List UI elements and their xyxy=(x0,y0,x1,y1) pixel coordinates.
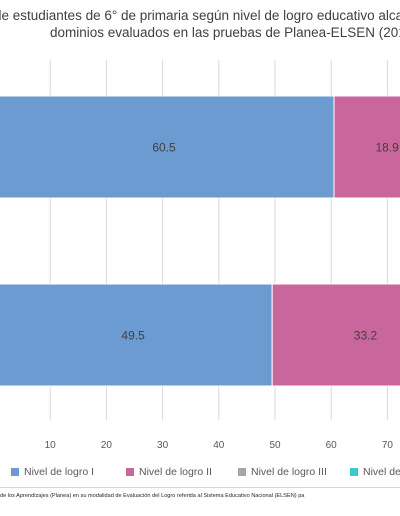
data-label-bar-1-nivel-2: 18.9 xyxy=(375,141,399,155)
footnote-divider xyxy=(0,487,400,488)
legend-swatch-nivel-1 xyxy=(11,468,19,476)
legend-label-nivel-3: Nivel de logro III xyxy=(251,466,327,478)
chart-title-line-2: dominios evaluados en las pruebas de Pla… xyxy=(50,25,400,40)
legend-item-nivel-2: Nivel de logro II xyxy=(126,464,212,480)
legend-item-nivel-3: Nivel de logro III xyxy=(238,464,327,480)
bar-1-nivel-2 xyxy=(333,95,400,199)
legend-label-nivel-4: Nivel de xyxy=(363,466,400,478)
legend-label-nivel-1: Nivel de logro I xyxy=(24,466,95,478)
chart-legend: Nivel de logro I Nivel de logro II Nivel… xyxy=(0,464,400,480)
x-tick-label-30: 30 xyxy=(157,440,169,451)
x-tick-label-50: 50 xyxy=(269,440,281,451)
legend-swatch-nivel-3 xyxy=(238,468,246,476)
legend-swatch-nivel-2 xyxy=(126,468,134,476)
bar-2-nivel-2 xyxy=(271,283,400,387)
data-label-bar-2-nivel-2: 33.2 xyxy=(354,329,378,343)
x-tick-label-60: 60 xyxy=(326,440,338,451)
bar-1-nivel-1 xyxy=(0,95,335,199)
legend-label-nivel-2: Nivel de logro II xyxy=(139,466,212,478)
data-label-bar-1-nivel-1: 60.5 xyxy=(152,141,176,155)
x-tick-label-10: 10 xyxy=(45,440,57,451)
data-label-bar-2-nivel-1: 49.5 xyxy=(121,329,145,343)
x-tick-label-20: 20 xyxy=(101,440,113,451)
chart-title-line-1: de estudiantes de 6° de primaria según n… xyxy=(0,8,400,23)
source-footnote: de los Aprendizajes (Planea) en su modal… xyxy=(0,493,305,499)
legend-item-nivel-4: Nivel de xyxy=(350,464,400,480)
bar-2-nivel-1 xyxy=(0,283,273,387)
x-tick-label-70: 70 xyxy=(382,440,394,451)
legend-item-nivel-1: Nivel de logro I xyxy=(11,464,94,480)
x-tick-label-40: 40 xyxy=(213,440,225,451)
legend-swatch-nivel-4 xyxy=(350,468,358,476)
